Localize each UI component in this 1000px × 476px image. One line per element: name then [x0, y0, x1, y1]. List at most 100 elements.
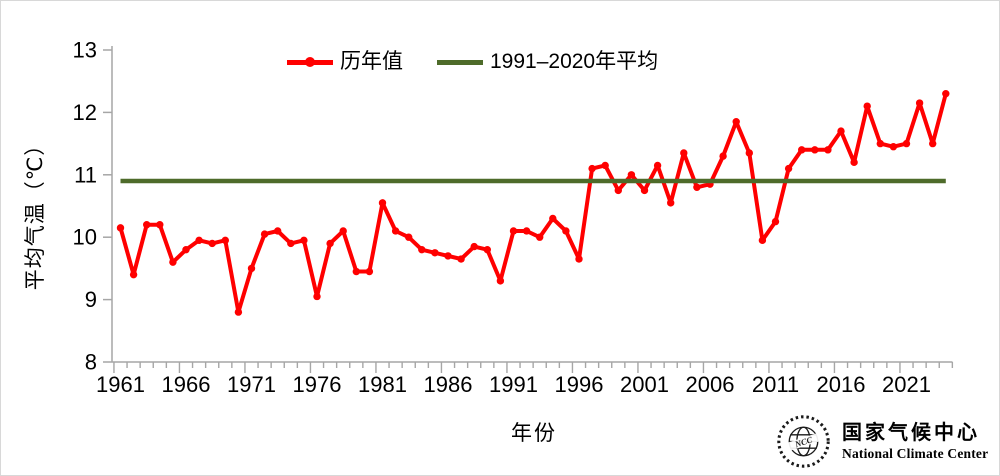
- data-point-marker: [339, 227, 347, 235]
- y-axis-title: 平均气温（℃）: [24, 133, 47, 291]
- y-tick-label: 11: [74, 162, 97, 187]
- data-point-marker: [352, 267, 360, 276]
- data-point-marker: [169, 258, 177, 266]
- data-point-marker: [601, 161, 609, 170]
- legend: 历年值 1991–2020年平均: [287, 51, 658, 73]
- data-point-marker: [143, 221, 151, 229]
- data-point-marker: [771, 217, 780, 226]
- annual-temperature-line: [118, 91, 948, 315]
- data-point-marker: [824, 146, 832, 154]
- x-tick-label: 1981: [358, 372, 407, 397]
- data-point-marker: [653, 161, 662, 170]
- x-tick-label: 1996: [555, 372, 604, 397]
- data-point-marker: [260, 230, 269, 238]
- y-tick-label: 13: [73, 38, 97, 63]
- data-point-marker: [549, 214, 557, 223]
- data-point-marker: [391, 227, 400, 235]
- y-tick-label: 8: [85, 350, 97, 375]
- series-marker-dot: [305, 57, 315, 67]
- data-point-marker: [640, 186, 649, 195]
- data-point-marker: [850, 158, 858, 167]
- average-line-swatch: [437, 59, 483, 65]
- x-tick-label: 1986: [424, 372, 473, 397]
- ncc-name-chinese: 国家气候中心: [842, 422, 980, 444]
- data-point-marker: [798, 146, 806, 154]
- data-point-marker: [509, 227, 518, 235]
- data-point-marker: [405, 233, 413, 241]
- data-point-marker: [116, 224, 125, 232]
- legend-item-average: 1991–2020年平均: [437, 51, 658, 73]
- data-point-marker: [719, 152, 727, 160]
- data-point-marker: [195, 236, 203, 245]
- data-point-marker: [418, 245, 426, 254]
- data-point-marker: [129, 270, 138, 279]
- x-tick-label: 2006: [686, 372, 735, 397]
- ncc-name-english: National Climate Center: [842, 446, 989, 461]
- data-point-marker: [234, 308, 243, 316]
- data-point-marker: [680, 149, 688, 157]
- x-tick-label: 1991: [489, 372, 538, 397]
- data-point-marker: [483, 245, 491, 254]
- ncc-logo-text: 国家气候中心 National Climate Center: [842, 422, 988, 461]
- data-point-marker: [536, 233, 544, 241]
- y-tick-label: 9: [85, 287, 97, 312]
- x-tick-label: 1971: [227, 372, 276, 397]
- data-point-marker: [313, 292, 321, 301]
- data-point-marker: [784, 164, 793, 173]
- x-axis-title: 年份: [511, 422, 557, 445]
- legend-average-label: 1991–2020年平均: [490, 50, 659, 73]
- data-point-marker: [326, 239, 334, 248]
- x-tick-label: 2016: [817, 372, 866, 397]
- data-point-marker: [942, 89, 950, 98]
- data-point-marker: [575, 255, 583, 263]
- data-point-marker: [837, 127, 845, 135]
- data-point-marker: [902, 139, 911, 148]
- x-tick-label: 2021: [882, 372, 931, 397]
- data-point-marker: [378, 199, 387, 207]
- data-point-marker: [470, 242, 478, 251]
- x-tick-label: 1961: [96, 372, 145, 397]
- data-point-marker: [627, 171, 636, 179]
- data-point-marker: [732, 118, 740, 126]
- data-point-marker: [588, 164, 596, 173]
- data-point-marker: [522, 227, 531, 235]
- x-tick-label: 1976: [293, 372, 342, 397]
- y-tick-label: 12: [73, 100, 97, 125]
- data-point-marker: [156, 221, 164, 229]
- data-point-marker: [221, 236, 229, 245]
- data-point-marker: [431, 249, 439, 257]
- data-point-marker: [457, 255, 465, 263]
- data-point-marker: [274, 227, 282, 235]
- data-point-marker: [889, 143, 898, 151]
- data-point-marker: [614, 186, 622, 195]
- data-point-marker: [758, 236, 767, 245]
- data-point-marker: [182, 245, 190, 254]
- data-point-marker: [811, 146, 819, 154]
- svg-text:NCC: NCC: [793, 434, 814, 449]
- data-point-marker: [915, 99, 924, 107]
- x-tick-label: 2001: [620, 372, 669, 397]
- data-point-marker: [667, 199, 675, 207]
- data-point-marker: [208, 239, 216, 248]
- data-point-marker: [929, 139, 937, 148]
- x-tick-label: 2011: [752, 372, 799, 397]
- data-point-marker: [444, 252, 452, 260]
- y-tick-label: 10: [73, 225, 97, 250]
- data-point-marker: [365, 267, 374, 276]
- legend-item-series: 历年值: [287, 51, 403, 73]
- data-point-marker: [300, 236, 308, 245]
- globe-icon: NCC: [777, 415, 830, 468]
- data-point-marker: [693, 183, 701, 191]
- x-tick-label: 1966: [162, 372, 211, 397]
- ncc-logo: NCC 国家气候中心 National Climate Center: [775, 413, 988, 470]
- data-point-marker: [496, 277, 505, 285]
- legend-series-label: 历年值: [340, 50, 403, 73]
- data-point-marker: [287, 239, 295, 248]
- data-point-marker: [745, 149, 753, 157]
- series-line-swatch: [287, 57, 333, 67]
- data-point-marker: [247, 264, 256, 273]
- data-point-marker: [876, 139, 884, 148]
- data-point-marker: [863, 102, 871, 110]
